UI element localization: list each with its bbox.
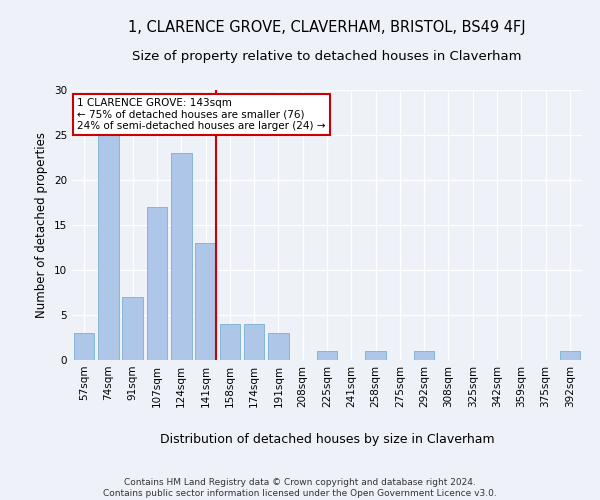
Text: Size of property relative to detached houses in Claverham: Size of property relative to detached ho…: [132, 50, 522, 63]
Bar: [414, 351, 434, 360]
Bar: [122, 297, 143, 360]
Bar: [220, 324, 240, 360]
Bar: [74, 333, 94, 360]
Bar: [98, 135, 119, 360]
Bar: [171, 153, 191, 360]
Bar: [244, 324, 265, 360]
Text: 1 CLARENCE GROVE: 143sqm
← 75% of detached houses are smaller (76)
24% of semi-d: 1 CLARENCE GROVE: 143sqm ← 75% of detach…: [77, 98, 326, 132]
Bar: [146, 207, 167, 360]
Bar: [268, 333, 289, 360]
Text: 1, CLARENCE GROVE, CLAVERHAM, BRISTOL, BS49 4FJ: 1, CLARENCE GROVE, CLAVERHAM, BRISTOL, B…: [128, 20, 526, 35]
Text: Contains HM Land Registry data © Crown copyright and database right 2024.
Contai: Contains HM Land Registry data © Crown c…: [103, 478, 497, 498]
Bar: [365, 351, 386, 360]
Text: Distribution of detached houses by size in Claverham: Distribution of detached houses by size …: [160, 432, 494, 446]
Y-axis label: Number of detached properties: Number of detached properties: [35, 132, 49, 318]
Bar: [560, 351, 580, 360]
Bar: [317, 351, 337, 360]
Bar: [195, 243, 216, 360]
